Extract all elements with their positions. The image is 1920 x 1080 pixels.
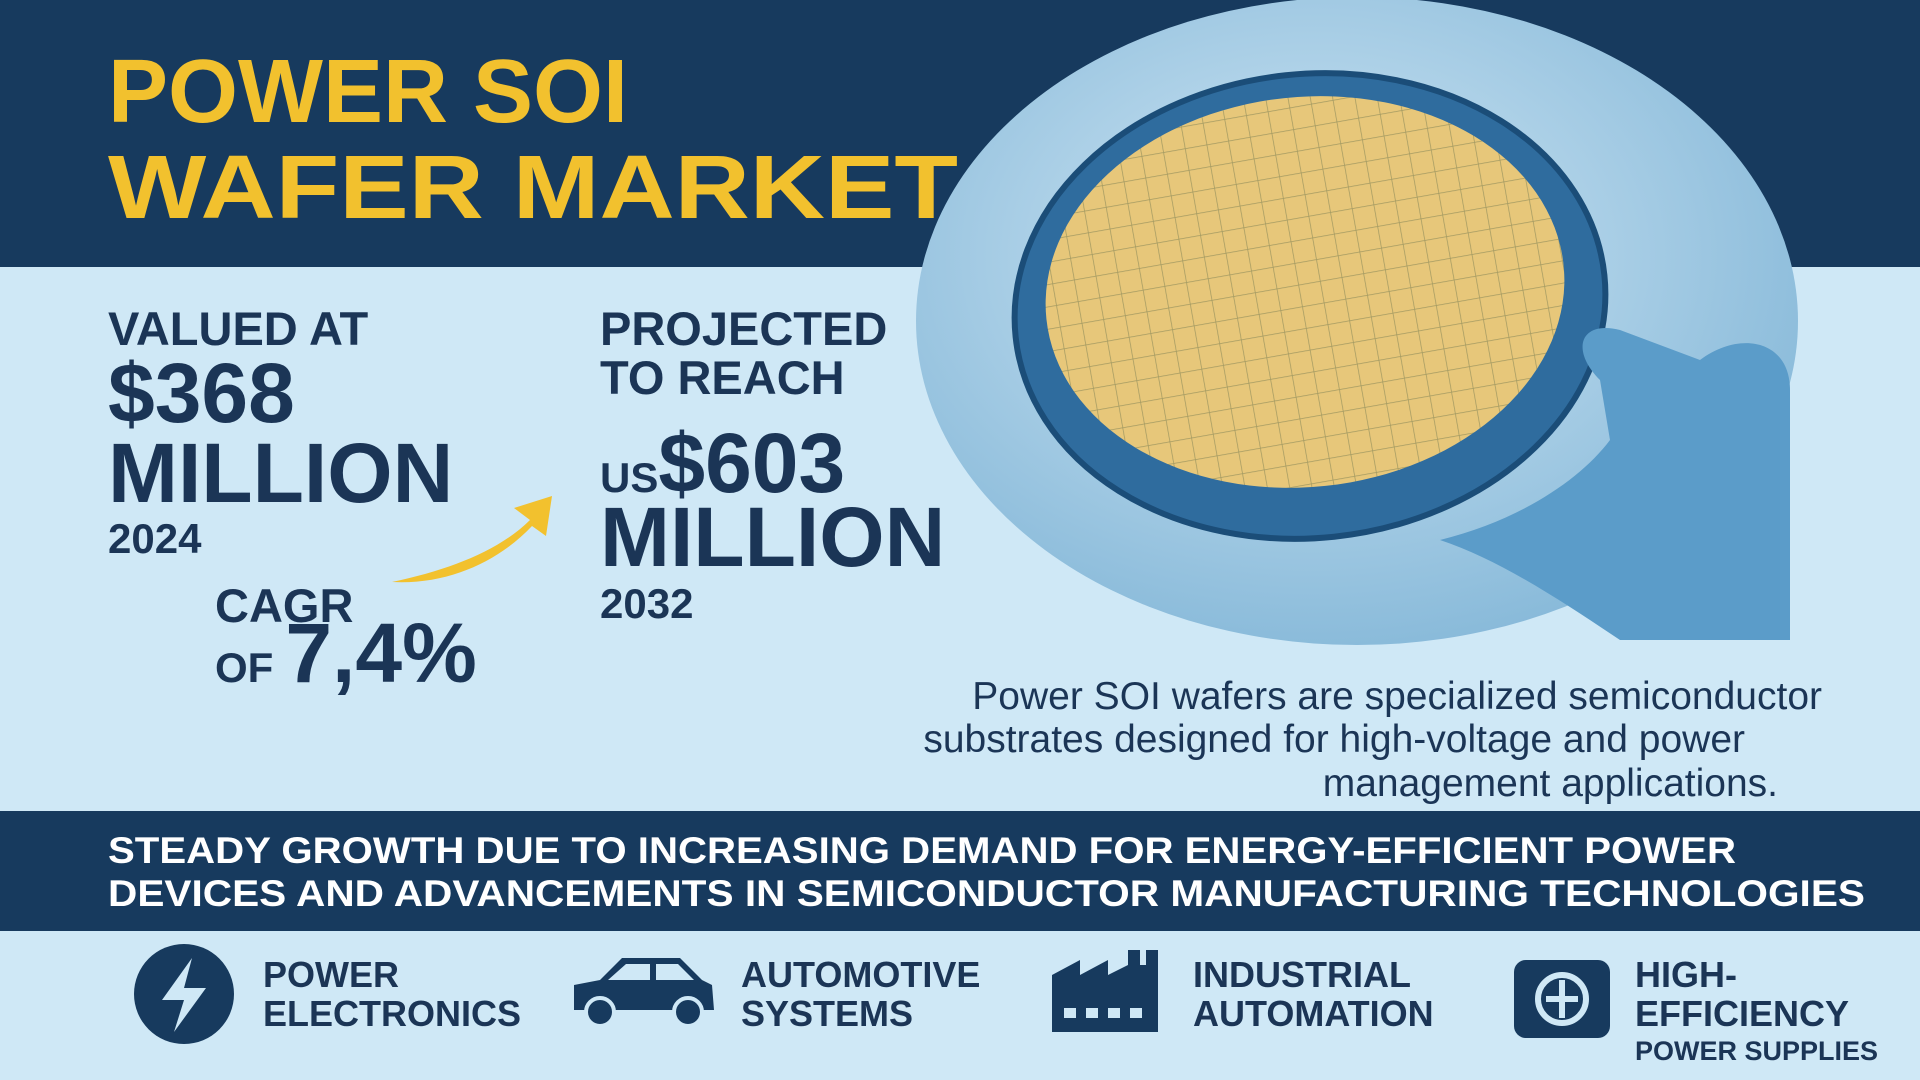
power-supply-icon	[1514, 960, 1610, 1038]
description-line: Power SOI wafers are specialized semicon…	[972, 675, 1822, 718]
growth-label: CAGR	[215, 579, 353, 632]
projection-label: PROJECTED	[600, 302, 887, 355]
title-line: WAFER MARKET	[108, 138, 958, 238]
projection-amount: $603	[658, 416, 845, 510]
projection-unit: MILLION	[600, 490, 945, 584]
segment-label: HIGH-	[1635, 954, 1737, 995]
segment-label: AUTOMATION	[1193, 993, 1434, 1034]
segment-label: INDUSTRIAL	[1193, 954, 1411, 995]
segment-label: ELECTRONICS	[263, 993, 521, 1034]
segment-label: SYSTEMS	[741, 993, 913, 1034]
projection-currency: US	[600, 454, 658, 501]
title-line: POWER SOI	[108, 42, 628, 142]
factory-icon	[1052, 950, 1158, 1032]
growth-rate-line: OF 7,4%	[215, 606, 477, 700]
glove	[1440, 328, 1790, 640]
current-year: 2024	[108, 515, 202, 562]
wafer-dies	[1045, 96, 1565, 488]
projection-year: 2032	[600, 580, 693, 627]
current-label: VALUED AT	[108, 302, 369, 355]
description-line: substrates designed for high-voltage and…	[923, 718, 1745, 761]
segment-label: EFFICIENCY	[1635, 993, 1849, 1034]
current-unit: MILLION	[108, 426, 453, 520]
segment-label: AUTOMOTIVE	[741, 954, 980, 995]
description-line: management applications.	[1323, 762, 1778, 805]
projection-amount-line: US$603	[600, 416, 845, 510]
wafer-illustration	[1011, 70, 1790, 640]
banner-line: DEVICES AND ADVANCEMENTS IN SEMICONDUCTO…	[108, 873, 1865, 914]
growth-rate: 7,4%	[285, 606, 476, 700]
segment-label: POWER	[263, 954, 399, 995]
projection-label: TO REACH	[600, 351, 845, 404]
current-amount: $368	[108, 346, 295, 440]
growth-arrow	[392, 496, 552, 583]
segment-note: POWER SUPPLIES	[1635, 1036, 1878, 1066]
car-icon	[574, 958, 714, 1028]
banner-line: STEADY GROWTH DUE TO INCREASING DEMAND F…	[108, 830, 1736, 871]
power-icon	[134, 944, 234, 1044]
banner	[0, 811, 1920, 931]
growth-prefix: OF	[215, 644, 273, 691]
